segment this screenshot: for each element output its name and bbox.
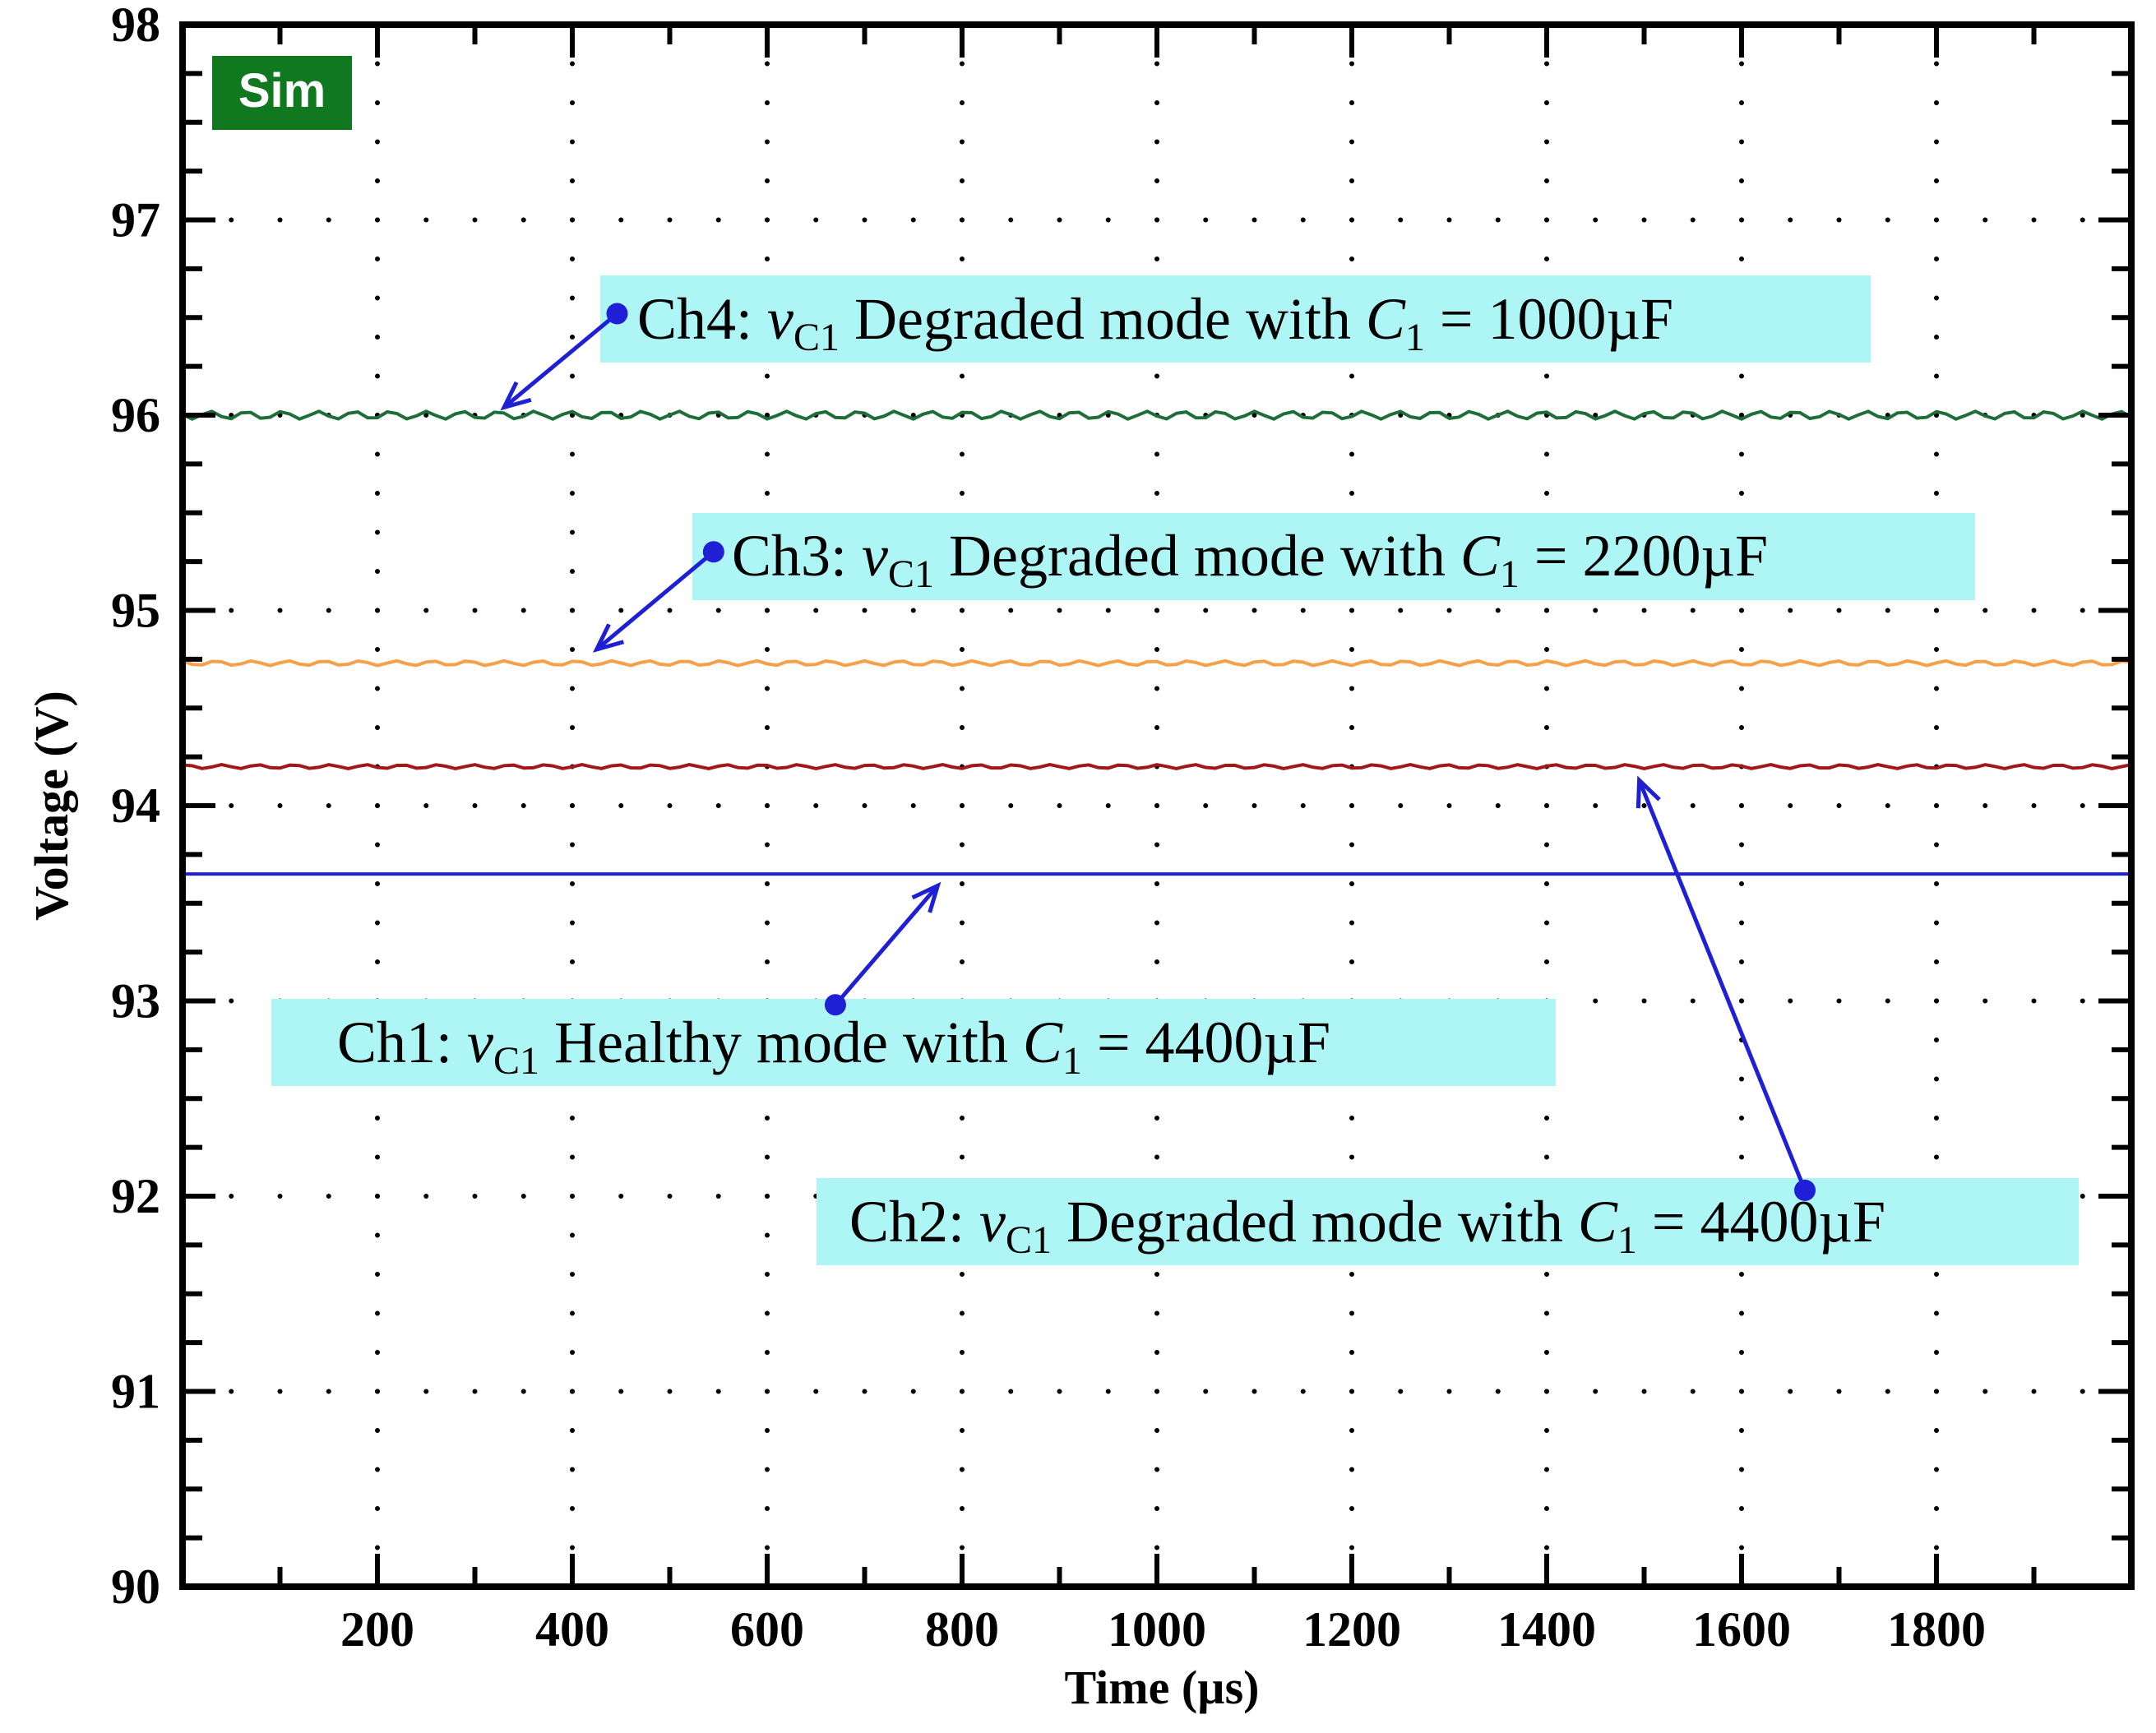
sim-badge-background xyxy=(212,56,352,130)
arrow-dot xyxy=(702,541,724,563)
annotation-ch1-box xyxy=(271,999,1556,1086)
annotation-ch3-text: Ch3: vC1 Degraded mode with C1 = 2200µF xyxy=(732,523,1768,596)
arrow-ch3 xyxy=(592,541,724,653)
annotation-ch1: Ch1: vC1 Healthy mode with C1 = 4400µF xyxy=(271,999,1556,1086)
y-tick-label: 94 xyxy=(111,779,160,833)
arrow-dot xyxy=(1794,1179,1816,1201)
annotation-ch4: Ch4: vC1 Degraded mode with C1 = 1000µF xyxy=(600,275,1871,363)
x-tick-label: 1600 xyxy=(1692,1602,1791,1657)
series-line-ch3 xyxy=(182,659,2132,668)
x-tick-label: 600 xyxy=(730,1602,804,1657)
arrow-head xyxy=(1636,775,1661,809)
arrow-shaft xyxy=(834,884,940,1006)
arrow-dot xyxy=(606,303,628,325)
x-tick-label: 200 xyxy=(340,1602,414,1657)
arrow-shaft xyxy=(1637,779,1807,1191)
arrow-shaft xyxy=(595,550,715,651)
x-tick-label: 400 xyxy=(535,1602,609,1657)
arrow-shaft xyxy=(502,312,619,409)
annotation-ch2-box xyxy=(817,1178,2079,1265)
x-tick-label: 1800 xyxy=(1887,1602,1986,1657)
x-axis-title: Time (µs) xyxy=(1065,1661,1260,1714)
grid xyxy=(180,22,2134,1589)
arrow-ch2 xyxy=(1636,775,1816,1201)
tick-marks xyxy=(183,25,2131,1587)
y-tick-label: 95 xyxy=(111,584,160,638)
annotation-ch4-box xyxy=(600,275,1871,363)
annotation-ch1-text: Ch1: vC1 Healthy mode with C1 = 4400µF xyxy=(337,1010,1330,1083)
sim-badge-label: Sim xyxy=(238,64,326,118)
annotation-ch3: Ch3: vC1 Degraded mode with C1 = 2200µF xyxy=(692,513,1975,600)
arrow-head xyxy=(500,381,532,411)
annotation-ch3-box xyxy=(692,513,1975,600)
x-tick-label: 1400 xyxy=(1497,1602,1596,1657)
arrow-ch4 xyxy=(500,303,628,411)
y-tick-label: 96 xyxy=(111,388,160,442)
series-group xyxy=(182,409,2132,876)
arrow-ch1 xyxy=(824,881,942,1016)
series-line-ch4 xyxy=(182,409,2132,421)
series-line-ch2 xyxy=(182,763,2132,770)
y-axis-title: Voltage (V) xyxy=(25,691,78,921)
annotation-arrows xyxy=(500,303,1816,1201)
x-tick-label: 1000 xyxy=(1108,1602,1206,1657)
annotation-ch4-text: Ch4: vC1 Degraded mode with C1 = 1000µF xyxy=(637,286,1673,359)
y-tick-label: 93 xyxy=(111,974,160,1028)
sim-badge: Sim xyxy=(212,56,352,130)
x-tick-label: 1200 xyxy=(1302,1602,1401,1657)
y-tick-label: 92 xyxy=(111,1169,160,1223)
x-tick-label: 800 xyxy=(925,1602,999,1657)
arrow-head xyxy=(592,623,625,653)
y-tick-label: 91 xyxy=(111,1365,160,1419)
y-tick-label: 90 xyxy=(111,1560,160,1614)
tick-labels: 200 400 600 800 1000 1200 1400 1600 1800 90 91 92 93… xyxy=(111,0,1986,1657)
y-tick-label: 98 xyxy=(111,0,160,52)
arrow-head xyxy=(911,881,942,913)
annotation-ch2: Ch2: vC1 Degraded mode with C1 = 4400µF xyxy=(817,1178,2079,1265)
annotation-ch2-text: Ch2: vC1 Degraded mode with C1 = 4400µF xyxy=(849,1189,1885,1262)
arrow-dot xyxy=(824,994,846,1016)
y-tick-label: 97 xyxy=(111,193,160,247)
